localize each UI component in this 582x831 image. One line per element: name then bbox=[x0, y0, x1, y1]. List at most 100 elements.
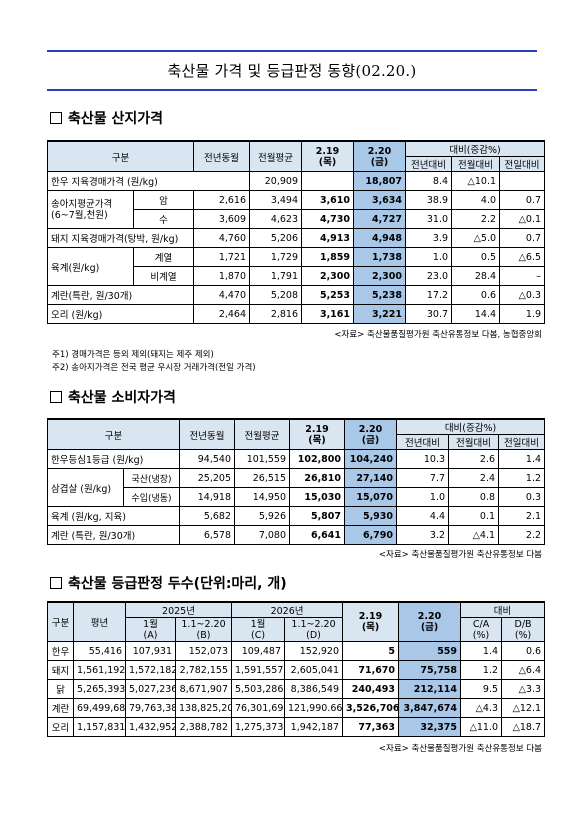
cell: 1,157,831 bbox=[73, 717, 126, 737]
cell: 109,487 bbox=[231, 641, 286, 661]
row-sublabel: 비계열 bbox=[132, 266, 195, 286]
cell: 4,623 bbox=[249, 209, 303, 229]
title-box: 축산물 가격 및 등급판정 동향(02.20.) bbox=[47, 50, 537, 92]
cell: 0.3 bbox=[498, 487, 546, 507]
header-jan-c: 1월 (C) bbox=[231, 617, 286, 642]
cell: 5,206 bbox=[249, 228, 303, 248]
table-row: 닭 5,265,393 5,027,236 8,671,907 5,503,28… bbox=[47, 679, 546, 699]
cell: 3,161 bbox=[301, 304, 355, 324]
cell: 79,763,388 bbox=[125, 698, 176, 718]
cell: 26,515 bbox=[234, 468, 291, 488]
table-subheader-row: 1월 (A) 1.1~2.20 (B) 1월 (C) 1.1~2.20 (D) C/A(… bbox=[48, 617, 546, 642]
cell: △10.1 bbox=[451, 171, 501, 191]
cell: 1,591,557 bbox=[231, 660, 286, 680]
table-row: 한우등심1등급 (원/kg) 94,540 101,559 102,800 10… bbox=[46, 449, 546, 469]
cell: 8,671,907 bbox=[174, 679, 233, 699]
cell: 0.5 bbox=[451, 247, 501, 267]
row-label: 육계 (원/kg, 지육) bbox=[46, 506, 181, 526]
cell: 1,942,187 bbox=[284, 717, 344, 737]
section-3-title: 축산물 등급판정 두수(단위:마리, 개) bbox=[68, 576, 287, 592]
cell: 15,030 bbox=[289, 487, 346, 507]
cell: 2.1 bbox=[498, 506, 546, 526]
cell: 2,782,155 bbox=[174, 660, 233, 680]
cell: 1,572,182 bbox=[125, 660, 176, 680]
table-row: 삼겹살 (원/kg) 국산(냉장) 25,205 26,515 26,810 2… bbox=[47, 468, 546, 507]
cell: △11.0 bbox=[460, 717, 503, 737]
cell-highlight: 559 bbox=[398, 641, 462, 661]
cell bbox=[301, 171, 355, 191]
cell: 3,494 bbox=[249, 190, 303, 210]
origin-price-table: 구분 전년동월 전월평균 2.19 (목) 2.20 (금) 대비(증감%) 전년대… bbox=[46, 140, 546, 324]
page-title: 축산물 가격 및 등급판정 동향(02.20.) bbox=[167, 62, 417, 80]
source-note-1: <자료> 축산물품질평가원 축산유통정보 다봄, 농협중앙회 bbox=[334, 330, 542, 340]
row-label: 닭 bbox=[47, 679, 74, 699]
cell: – bbox=[499, 266, 546, 286]
cell-highlight: 3,847,674 bbox=[398, 698, 462, 718]
cell: 1,791 bbox=[249, 266, 303, 286]
cell: △5.0 bbox=[451, 228, 501, 248]
header-vs-day: 전일대비 bbox=[498, 434, 546, 450]
header-prev-year: 전년동월 bbox=[179, 418, 236, 450]
cell: 0.7 bbox=[499, 190, 546, 210]
header-range-d: 1.1~2.20 (D) bbox=[284, 617, 344, 642]
title-bottom-rule bbox=[47, 89, 537, 91]
row-label: 한우등심1등급 (원/kg) bbox=[46, 449, 181, 469]
cell: 6,578 bbox=[179, 525, 236, 545]
cell: 8.4 bbox=[405, 171, 453, 191]
row-label: 한우 bbox=[47, 641, 74, 661]
cell: 5,265,393 bbox=[73, 679, 126, 699]
table-header-row: 구분 전년동월 전월평균 2.19 (목) 2.20 (금) 대비(증감%) bbox=[46, 418, 546, 450]
cell: 94,540 bbox=[179, 449, 236, 469]
cell: 102,800 bbox=[289, 449, 346, 469]
cell: 23.0 bbox=[405, 266, 453, 286]
row-sublabel: 암 bbox=[132, 190, 195, 210]
cell: 26,810 bbox=[289, 468, 346, 488]
header-date-220: 2.20 (금) bbox=[398, 601, 462, 642]
cell: 1,721 bbox=[193, 247, 251, 267]
cell: 2.4 bbox=[448, 468, 500, 488]
header-average: 평년 bbox=[73, 601, 126, 642]
header-prev-month: 전월평균 bbox=[234, 418, 291, 450]
row-label: 돼지 지육경매가격(탕박, 원/kg) bbox=[46, 228, 195, 248]
header-vs-month: 전월대비 bbox=[451, 156, 501, 172]
cell: 1.0 bbox=[396, 487, 450, 507]
cell: 0.1 bbox=[448, 506, 500, 526]
row-label: 돼지 bbox=[47, 660, 74, 680]
cell: 240,493 bbox=[342, 679, 400, 699]
header-prev-month: 전월평균 bbox=[249, 140, 303, 172]
header-jan-a: 1월 (A) bbox=[125, 617, 176, 642]
source-note-2: <자료> 축산물품질평가원 축산유통정보 다봄 bbox=[378, 550, 542, 560]
cell: 25,205 bbox=[179, 468, 236, 488]
cell-highlight: 18,807 bbox=[353, 171, 407, 191]
header-vs-year: 전년대비 bbox=[405, 156, 453, 172]
cell: 2,300 bbox=[301, 266, 355, 286]
header-compare: 대비(증감%) bbox=[396, 418, 546, 435]
cell: 4.4 bbox=[396, 506, 450, 526]
title-top-rule bbox=[47, 50, 537, 52]
header-year-2025: 2025년 bbox=[124, 601, 233, 618]
section-1-title: 축산물 산지가격 bbox=[68, 111, 164, 127]
cell: 71,670 bbox=[342, 660, 400, 680]
cell-highlight: 27,140 bbox=[344, 468, 398, 488]
cell: 1,729 bbox=[249, 247, 303, 267]
cell-highlight: 6,790 bbox=[344, 525, 398, 545]
cell: 3,610 bbox=[301, 190, 355, 210]
cell: 14.4 bbox=[451, 304, 501, 324]
header-vs-month: 전월대비 bbox=[448, 434, 500, 450]
cell: 1,275,373 bbox=[231, 717, 286, 737]
cell: 3,609 bbox=[193, 209, 251, 229]
row-sublabel: 수입(냉동) bbox=[122, 487, 181, 507]
section-3-heading: 축산물 등급판정 두수(단위:마리, 개) bbox=[50, 573, 287, 593]
row-label: 계란(특란, 원/30개) bbox=[46, 285, 195, 305]
header-year-2026: 2026년 bbox=[231, 601, 344, 618]
table-row: 수 3,609 4,623 4,730 4,727 31.0 2.2 △0.1 bbox=[48, 209, 546, 229]
cell: 77,363 bbox=[342, 717, 400, 737]
cell: 5 bbox=[342, 641, 400, 661]
cell: 2,616 bbox=[193, 190, 251, 210]
cell: 1,561,192 bbox=[73, 660, 126, 680]
header-compare: 대비(증감%) bbox=[405, 140, 546, 157]
cell: 2,816 bbox=[249, 304, 303, 324]
cell-highlight: 75,758 bbox=[398, 660, 462, 680]
cell: 14,950 bbox=[234, 487, 291, 507]
cell-highlight: 104,240 bbox=[344, 449, 398, 469]
